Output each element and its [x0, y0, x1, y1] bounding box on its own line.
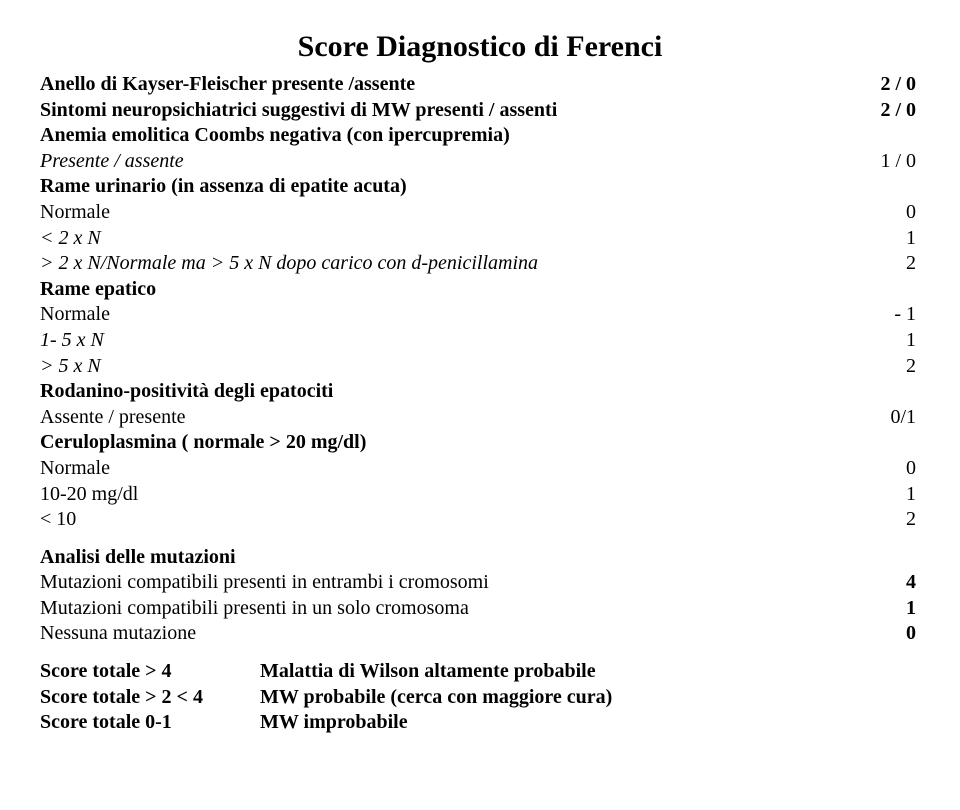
criteria-row: Assente / presente0/1	[40, 405, 920, 431]
criteria-row: Normale0	[40, 200, 920, 226]
criteria-label: > 5 x N	[40, 354, 856, 380]
criteria-label: Normale	[40, 200, 856, 226]
criteria-row: Ceruloplasmina ( normale > 20 mg/dl)	[40, 430, 920, 456]
mutation-row: Mutazioni compatibili presenti in un sol…	[40, 596, 920, 622]
mutation-label: Nessuna mutazione	[40, 621, 856, 647]
criteria-label: Rodanino-positività degli epatociti	[40, 379, 856, 405]
score-threshold: Score totale > 4	[40, 659, 260, 685]
criteria-value: 0/1	[856, 405, 920, 431]
criteria-label: Anello di Kayser-Fleischer presente /ass…	[40, 72, 856, 98]
criteria-row: Presente / assente1 / 0	[40, 149, 920, 175]
criteria-row: 1- 5 x N1	[40, 328, 920, 354]
criteria-row: > 2 x N/Normale ma > 5 x N dopo carico c…	[40, 251, 920, 277]
criteria-row: Rodanino-positività degli epatociti	[40, 379, 920, 405]
criteria-value: 2 / 0	[856, 98, 920, 124]
criteria-row: 10-20 mg/dl1	[40, 482, 920, 508]
criteria-label: < 10	[40, 507, 856, 533]
criteria-value: 2	[856, 251, 920, 277]
score-summary: Score totale > 4Malattia di Wilson altam…	[40, 659, 920, 736]
criteria-label: Assente / presente	[40, 405, 856, 431]
criteria-row: Rame urinario (in assenza di epatite acu…	[40, 174, 920, 200]
score-meaning: Malattia di Wilson altamente probabile	[260, 659, 596, 685]
mutation-value: 4	[856, 570, 920, 596]
criteria-label: Rame epatico	[40, 277, 856, 303]
mutation-value: 1	[856, 596, 920, 622]
criteria-row: Rame epatico	[40, 277, 920, 303]
criteria-value: 0	[856, 456, 920, 482]
criteria-value: 2 / 0	[856, 72, 920, 98]
score-threshold: Score totale > 2 < 4	[40, 685, 260, 711]
criteria-value: 0	[856, 200, 920, 226]
score-threshold: Score totale 0-1	[40, 710, 260, 736]
mutation-row: Mutazioni compatibili presenti in entram…	[40, 570, 920, 596]
mutations-header: Analisi delle mutazioni	[40, 545, 920, 571]
criteria-label: Sintomi neuropsichiatrici suggestivi di …	[40, 98, 856, 124]
score-line: Score totale > 2 < 4MW probabile (cerca …	[40, 685, 920, 711]
mutation-label: Mutazioni compatibili presenti in un sol…	[40, 596, 856, 622]
criteria-label: Presente / assente	[40, 149, 856, 175]
criteria-value: 1	[856, 482, 920, 508]
criteria-label: 10-20 mg/dl	[40, 482, 856, 508]
mutation-label: Mutazioni compatibili presenti in entram…	[40, 570, 856, 596]
criteria-label: > 2 x N/Normale ma > 5 x N dopo carico c…	[40, 251, 856, 277]
score-line: Score totale > 4Malattia di Wilson altam…	[40, 659, 920, 685]
criteria-label: Ceruloplasmina ( normale > 20 mg/dl)	[40, 430, 856, 456]
mutation-row: Nessuna mutazione0	[40, 621, 920, 647]
mutation-value: 0	[856, 621, 920, 647]
criteria-label: 1- 5 x N	[40, 328, 856, 354]
criteria-row: Anello di Kayser-Fleischer presente /ass…	[40, 72, 920, 98]
criteria-row: Anemia emolitica Coombs negativa (con ip…	[40, 123, 920, 149]
criteria-value: - 1	[856, 302, 920, 328]
criteria-label: Anemia emolitica Coombs negativa (con ip…	[40, 123, 856, 149]
criteria-list: Anello di Kayser-Fleischer presente /ass…	[40, 72, 920, 533]
criteria-label: Normale	[40, 302, 856, 328]
score-meaning: MW improbabile	[260, 710, 408, 736]
criteria-value: 1 / 0	[856, 149, 920, 175]
criteria-row: < 102	[40, 507, 920, 533]
criteria-row: > 5 x N2	[40, 354, 920, 380]
criteria-label: Rame urinario (in assenza di epatite acu…	[40, 174, 856, 200]
page-title: Score Diagnostico di Ferenci	[40, 30, 920, 64]
criteria-label: < 2 x N	[40, 226, 856, 252]
criteria-row: Normale0	[40, 456, 920, 482]
criteria-row: Normale- 1	[40, 302, 920, 328]
criteria-row: Sintomi neuropsichiatrici suggestivi di …	[40, 98, 920, 124]
criteria-label: Normale	[40, 456, 856, 482]
mutations-list: Mutazioni compatibili presenti in entram…	[40, 570, 920, 647]
criteria-value: 2	[856, 354, 920, 380]
criteria-row: < 2 x N1	[40, 226, 920, 252]
criteria-value: 1	[856, 226, 920, 252]
score-line: Score totale 0-1MW improbabile	[40, 710, 920, 736]
criteria-value: 1	[856, 328, 920, 354]
criteria-value: 2	[856, 507, 920, 533]
mutations-header-label: Analisi delle mutazioni	[40, 545, 856, 571]
score-meaning: MW probabile (cerca con maggiore cura)	[260, 685, 612, 711]
